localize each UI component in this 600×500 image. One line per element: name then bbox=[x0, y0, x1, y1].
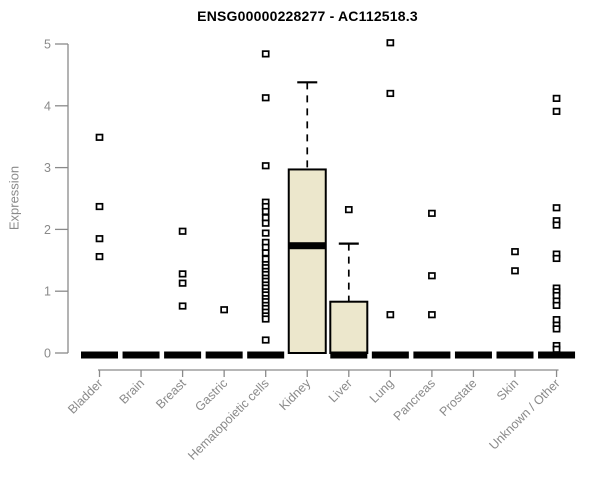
median-line bbox=[205, 351, 243, 359]
median-line bbox=[247, 351, 285, 359]
outlier-point bbox=[552, 345, 561, 353]
chart-title: ENSG00000228277 - AC112518.3 bbox=[197, 8, 418, 24]
category-tick-label: Brain bbox=[117, 376, 148, 407]
box-rect bbox=[287, 168, 327, 354]
outlier-point bbox=[261, 315, 270, 323]
outlier-point bbox=[552, 325, 561, 333]
outlier-point bbox=[261, 243, 270, 251]
outlier-point bbox=[428, 209, 436, 217]
outlier-point bbox=[552, 107, 561, 115]
median-line bbox=[164, 351, 202, 359]
y-tick-label: 0 bbox=[44, 347, 51, 361]
outlier-point bbox=[95, 133, 104, 141]
median-line bbox=[371, 351, 409, 359]
outlier-point bbox=[261, 219, 270, 227]
outlier-point bbox=[95, 252, 104, 261]
outlier-point bbox=[261, 214, 270, 222]
outlier-point bbox=[95, 202, 104, 211]
category-tick-label: Liver bbox=[326, 376, 355, 405]
category-tick-label: Skin bbox=[494, 376, 521, 403]
category-tick-label: Gastric bbox=[192, 376, 230, 414]
outlier-point bbox=[552, 301, 561, 310]
category-tick-label: Prostate bbox=[437, 376, 480, 419]
category-tick-label: Bladder bbox=[65, 376, 105, 416]
y-tick-label: 4 bbox=[44, 99, 51, 113]
outlier-point bbox=[552, 94, 561, 102]
y-tick-label: 1 bbox=[44, 285, 51, 299]
median-line bbox=[454, 351, 492, 359]
outlier-point bbox=[261, 229, 270, 237]
outlier-point bbox=[178, 302, 187, 310]
outlier-point bbox=[178, 227, 187, 235]
category-tick-label: Breast bbox=[153, 376, 189, 412]
outlier-point bbox=[261, 162, 270, 170]
outlier-point bbox=[552, 316, 561, 324]
outlier-point bbox=[178, 279, 187, 287]
category-tick-label: Hematopoietic cells bbox=[185, 376, 272, 463]
outlier-point bbox=[552, 254, 561, 263]
median-line bbox=[288, 242, 326, 250]
median-line bbox=[122, 351, 160, 359]
outlier-point bbox=[428, 311, 436, 319]
y-tick-label: 2 bbox=[44, 223, 51, 237]
outlier-point bbox=[511, 267, 519, 275]
category-tick-label: Lung bbox=[367, 376, 397, 406]
outlier-point bbox=[386, 39, 395, 47]
outlier-point bbox=[261, 255, 270, 263]
outlier-point bbox=[261, 207, 270, 216]
outlier-point bbox=[386, 89, 395, 98]
category-tick-label: Kidney bbox=[276, 376, 313, 413]
outlier-point bbox=[386, 311, 395, 319]
outlier-point bbox=[511, 248, 519, 256]
outlier-point bbox=[261, 336, 270, 344]
outlier-point bbox=[261, 50, 270, 58]
median-line bbox=[413, 351, 451, 359]
median-line bbox=[81, 351, 118, 359]
y-tick-label: 3 bbox=[44, 161, 51, 175]
outlier-point bbox=[552, 204, 561, 212]
median-line bbox=[538, 351, 576, 359]
outlier-point bbox=[261, 94, 270, 102]
outlier-point bbox=[220, 306, 228, 314]
category-tick-label: Pancreas bbox=[391, 376, 438, 423]
outlier-point bbox=[552, 291, 561, 300]
outlier-point bbox=[95, 235, 104, 243]
y-tick-label: 5 bbox=[44, 38, 51, 52]
outlier-point bbox=[178, 270, 187, 278]
median-line bbox=[496, 351, 534, 359]
outlier-point bbox=[261, 249, 270, 257]
category-tick-label: Unknown / Other bbox=[486, 376, 562, 452]
outlier-point bbox=[428, 272, 436, 280]
outlier-point bbox=[344, 206, 353, 214]
box-rect bbox=[329, 300, 369, 354]
outlier-point bbox=[552, 221, 561, 229]
median-line bbox=[330, 351, 368, 359]
